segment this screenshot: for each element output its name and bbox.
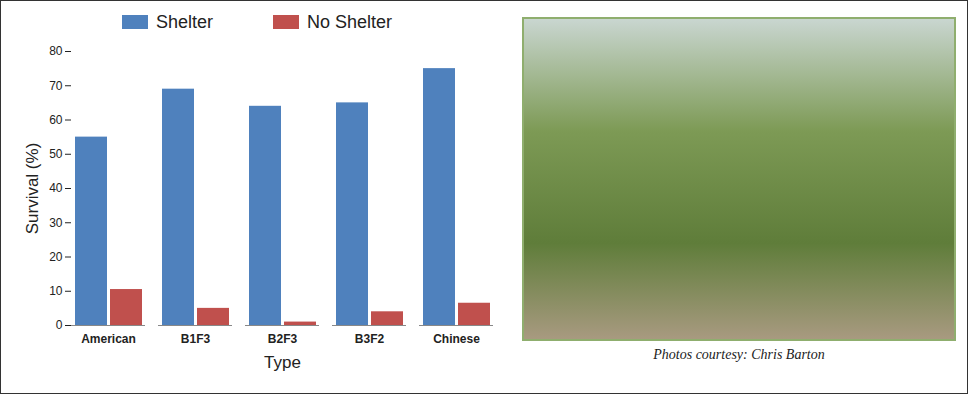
html-text:Shelter: Shelter — [156, 11, 213, 32]
svg-text:American: American — [81, 332, 136, 346]
svg-text:0: 0 — [56, 318, 63, 332]
svg-text:70: 70 — [49, 79, 63, 93]
svg-text:B1F3: B1F3 — [181, 332, 211, 346]
svg-text:30: 30 — [49, 216, 63, 230]
svg-text:Type: Type — [264, 353, 301, 372]
svg-text:Survival (%): Survival (%) — [23, 143, 42, 235]
svg-text:B3F2: B3F2 — [355, 332, 385, 346]
svg-text:Chinese: Chinese — [433, 332, 480, 346]
svg-text:B2F3: B2F3 — [268, 332, 298, 346]
svg-text:10: 10 — [49, 284, 63, 298]
svg-text:80: 80 — [49, 44, 63, 58]
svg-text:20: 20 — [49, 250, 63, 264]
html-text:Photos courtesy: Chris Barton: Photos courtesy: Chris Barton — [653, 347, 825, 362]
svg-text:40: 40 — [49, 181, 63, 195]
svg-text:50: 50 — [49, 147, 63, 161]
html-text:No Shelter: No Shelter — [307, 11, 392, 32]
svg-text:60: 60 — [49, 113, 63, 127]
